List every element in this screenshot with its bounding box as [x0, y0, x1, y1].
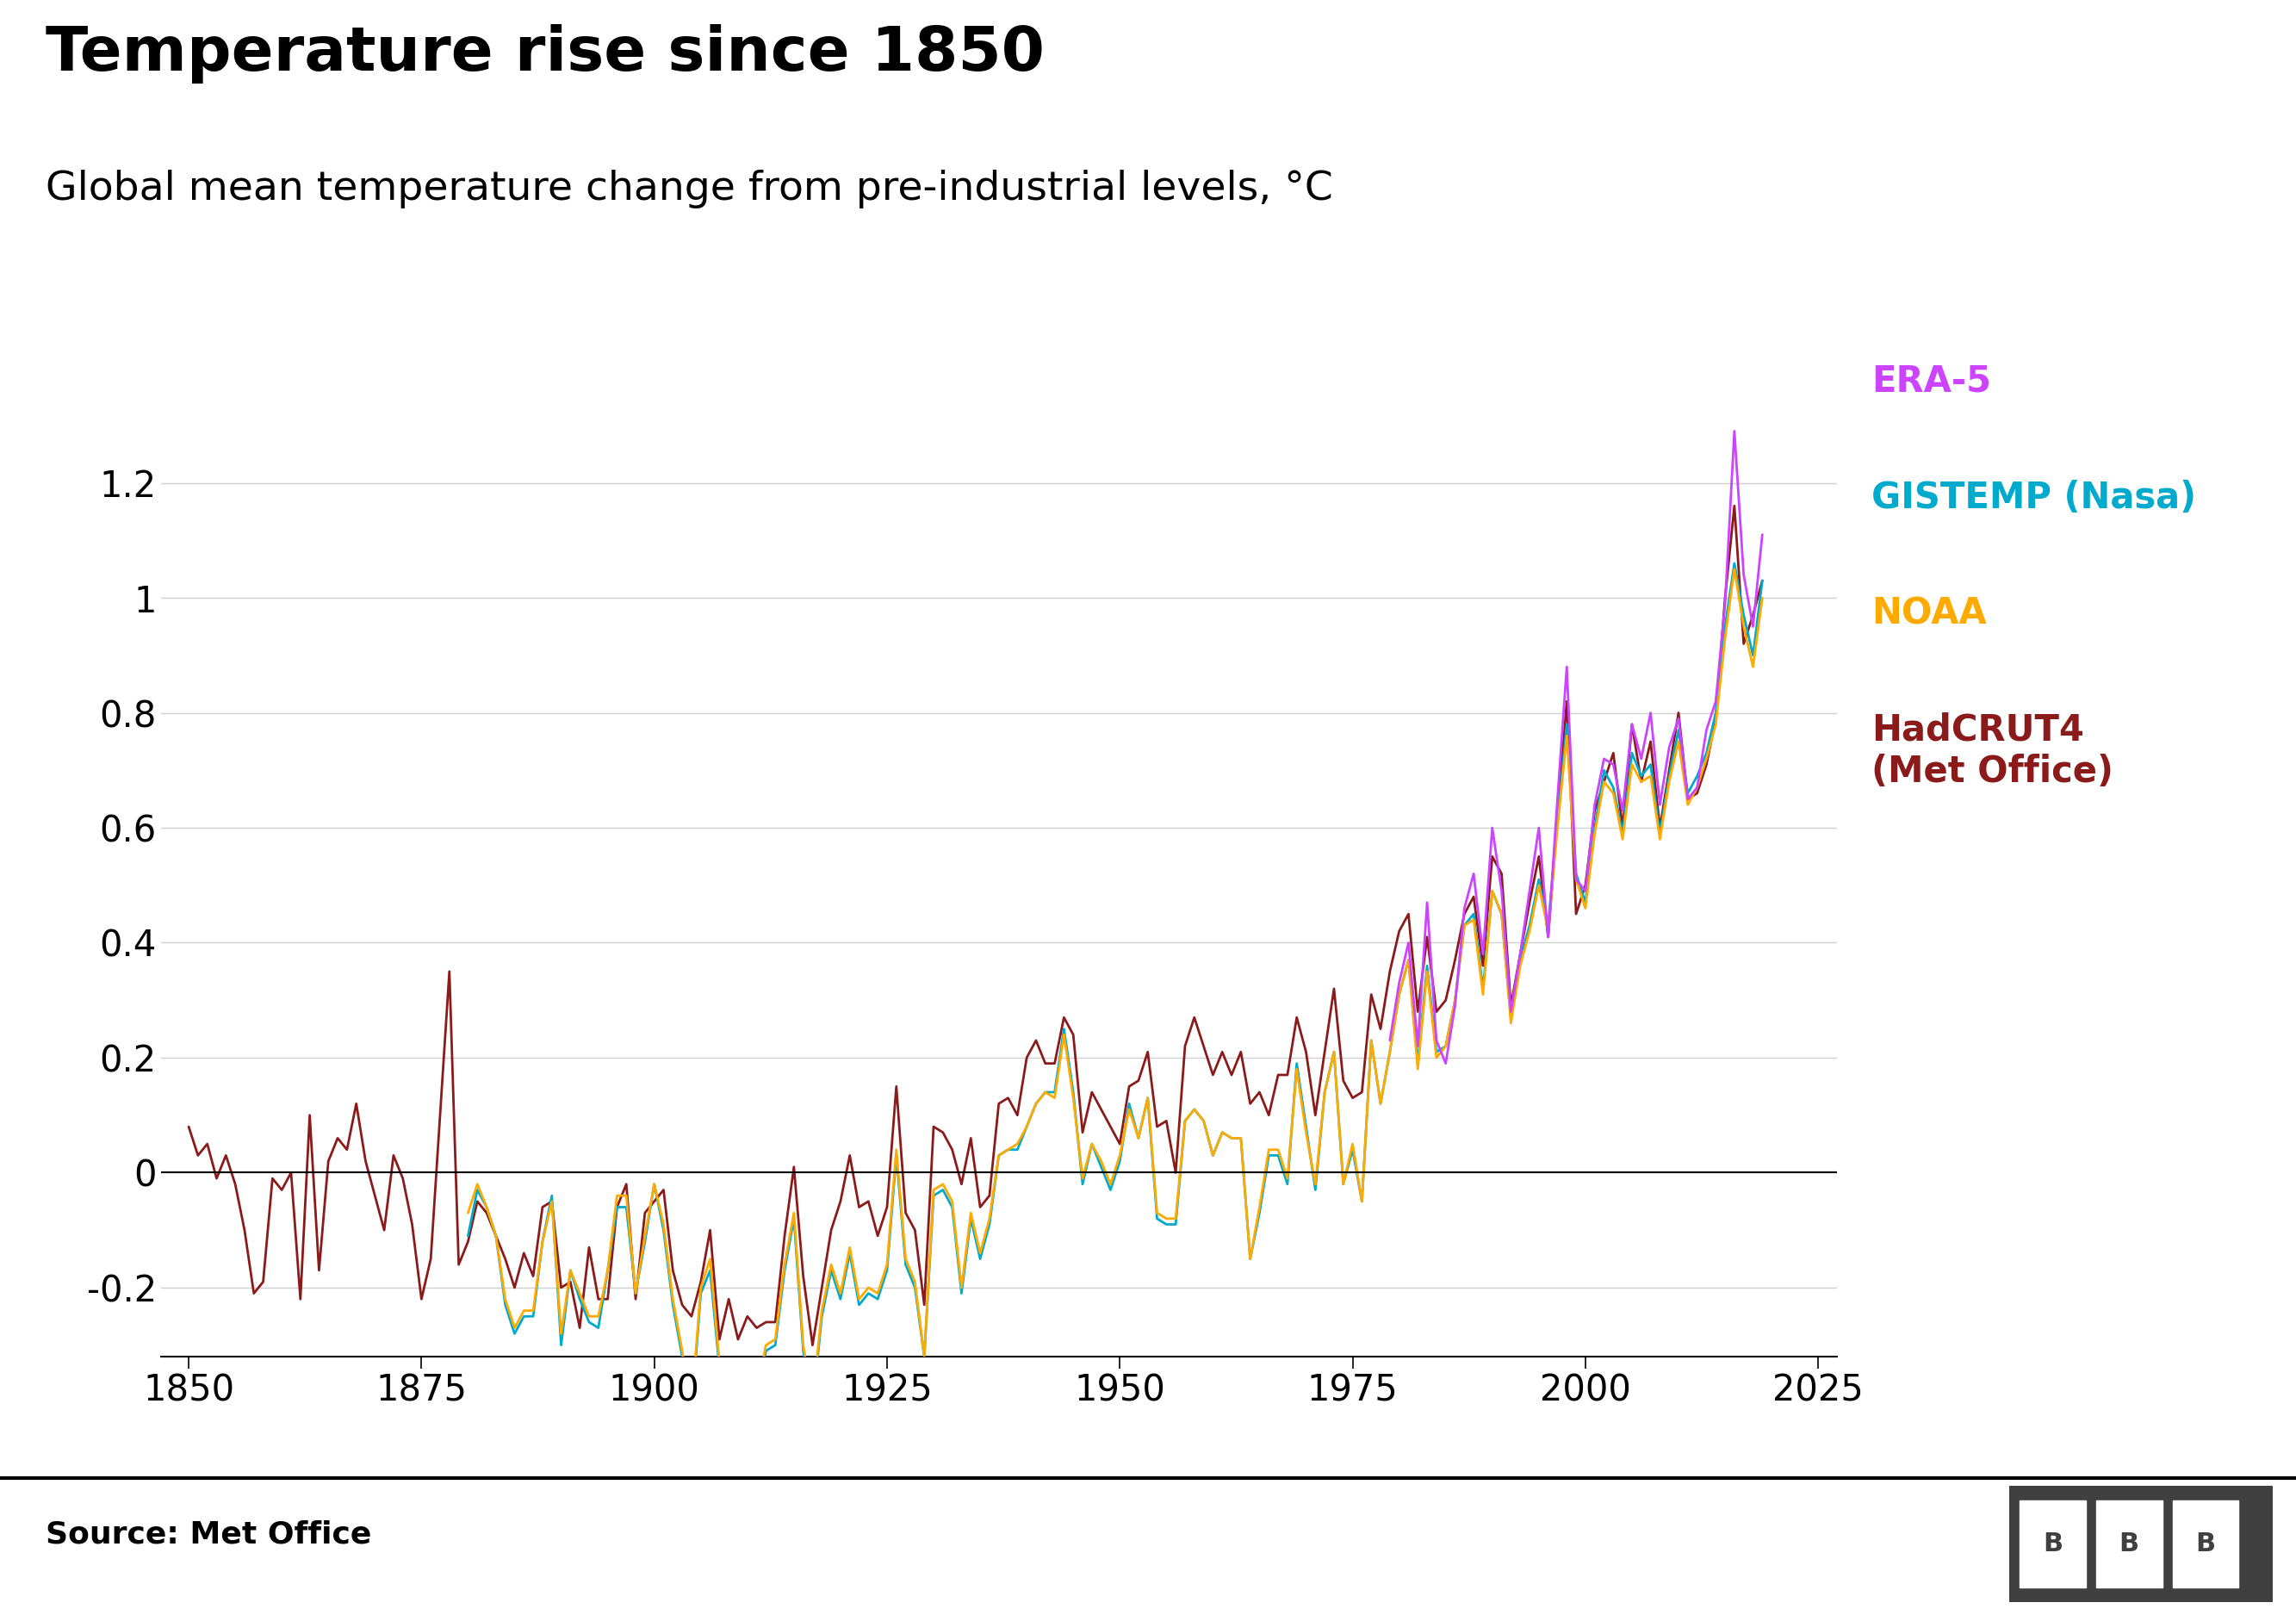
Text: GISTEMP (Nasa): GISTEMP (Nasa) [1871, 480, 2195, 515]
Bar [2096, 1500, 2163, 1588]
Text: ERA-5: ERA-5 [1871, 363, 1991, 399]
Bar [2172, 1500, 2239, 1588]
Text: HadCRUT4
(Met Office): HadCRUT4 (Met Office) [1871, 712, 2112, 790]
Text: NOAA: NOAA [1871, 596, 1986, 631]
Text: B: B [2195, 1531, 2216, 1557]
Text: B: B [2119, 1531, 2140, 1557]
Text: B: B [2043, 1531, 2062, 1557]
Text: Global mean temperature change from pre-industrial levels, °C: Global mean temperature change from pre-… [46, 170, 1334, 208]
Text: Temperature rise since 1850: Temperature rise since 1850 [46, 24, 1045, 84]
Text: Source: Met Office: Source: Met Office [46, 1520, 372, 1549]
Bar [2020, 1500, 2085, 1588]
